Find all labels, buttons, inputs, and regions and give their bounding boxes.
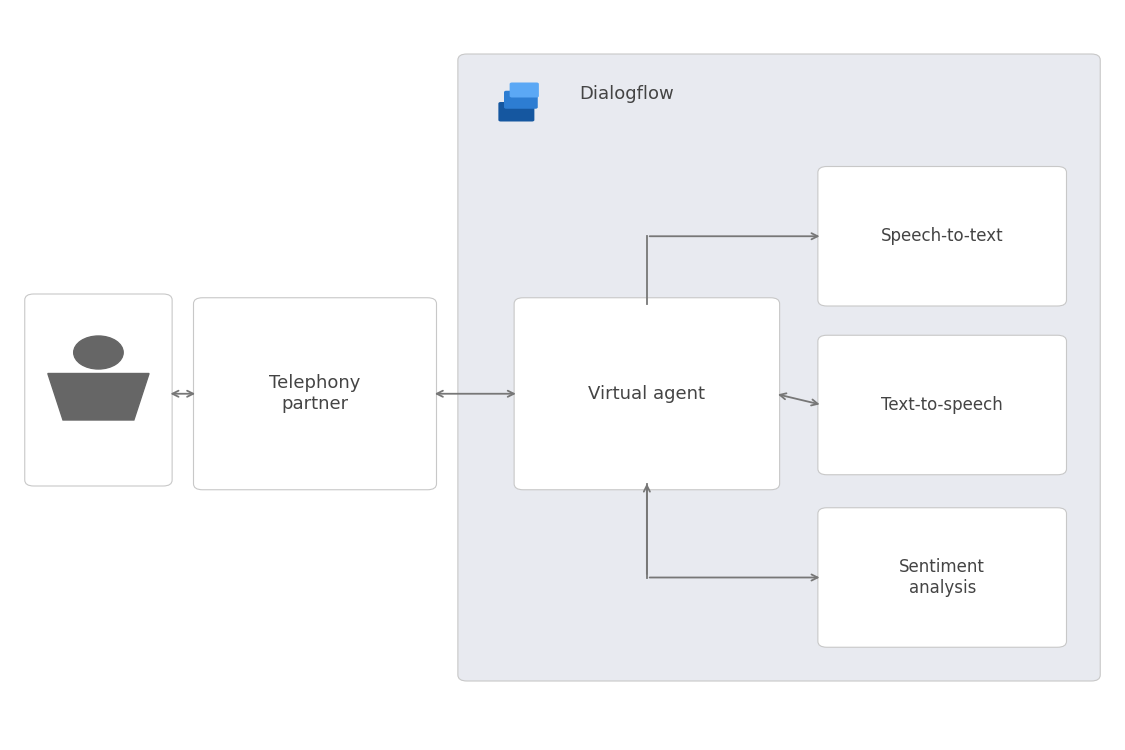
FancyBboxPatch shape	[498, 102, 534, 122]
Text: Telephony
partner: Telephony partner	[269, 374, 361, 413]
Text: Speech-to-text: Speech-to-text	[881, 227, 1004, 245]
FancyBboxPatch shape	[510, 82, 539, 98]
FancyBboxPatch shape	[25, 294, 172, 486]
FancyBboxPatch shape	[504, 91, 538, 109]
FancyBboxPatch shape	[458, 54, 1100, 681]
FancyBboxPatch shape	[818, 166, 1066, 306]
FancyBboxPatch shape	[193, 298, 436, 490]
Circle shape	[74, 336, 124, 369]
Text: Sentiment
analysis: Sentiment analysis	[899, 558, 986, 597]
Text: Dialogflow: Dialogflow	[579, 85, 674, 103]
FancyBboxPatch shape	[818, 508, 1066, 647]
FancyBboxPatch shape	[514, 298, 780, 490]
Polygon shape	[47, 374, 148, 420]
FancyBboxPatch shape	[818, 335, 1066, 475]
Text: Text-to-speech: Text-to-speech	[881, 396, 1004, 414]
Text: Virtual agent: Virtual agent	[588, 385, 705, 403]
